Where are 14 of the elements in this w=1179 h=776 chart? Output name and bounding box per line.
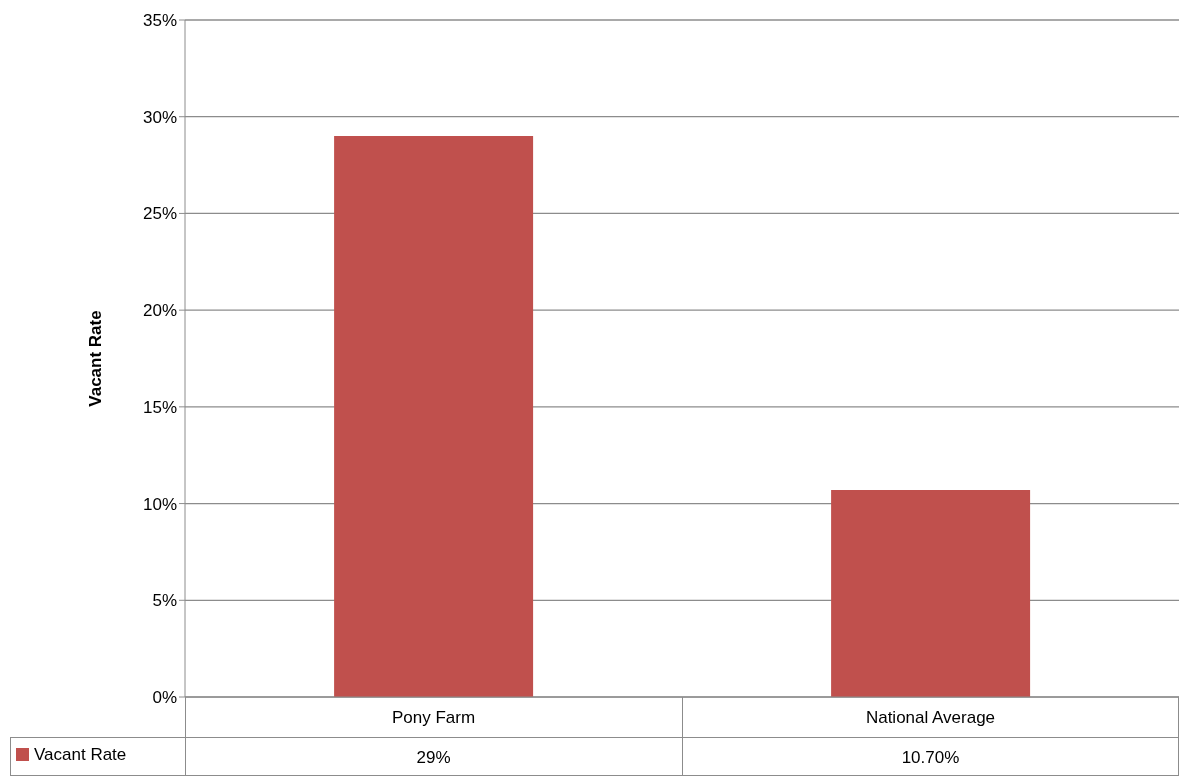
x-tick-label: National Average	[865, 708, 996, 728]
y-tick-label: 5%	[152, 591, 177, 611]
y-tick-label: 15%	[142, 397, 177, 417]
y-tick-label: 30%	[142, 107, 177, 127]
x-tick-label: Pony Farm	[391, 708, 476, 728]
legend-label: Vacant Rate	[34, 744, 127, 765]
data-label: 10.70%	[901, 747, 960, 767]
y-tick-label: 25%	[142, 204, 177, 224]
y-axis-title: Vacant Rate	[86, 310, 106, 407]
y-tick-label: 35%	[142, 11, 177, 31]
y-tick-label: 0%	[152, 688, 177, 708]
data-label: 29%	[416, 747, 451, 767]
y-tick-label: 10%	[142, 494, 177, 514]
y-tick-label: 20%	[142, 301, 177, 321]
